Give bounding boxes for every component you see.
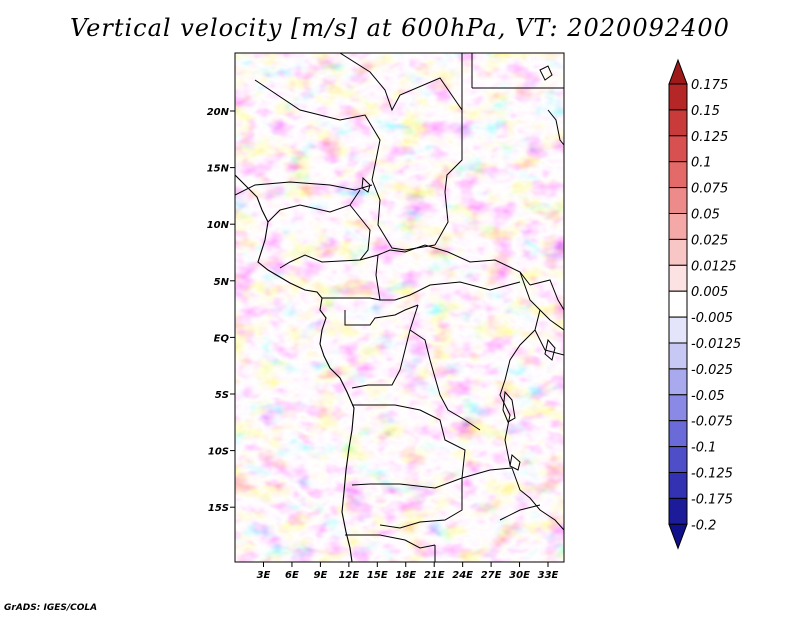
colorbar-label: 0.025 xyxy=(691,233,728,248)
colorbar-swatch xyxy=(668,420,688,448)
colorbar-label: -0.005 xyxy=(691,311,733,326)
lon-tick-label: 24E xyxy=(452,570,473,581)
colorbar-swatch xyxy=(668,368,688,396)
colorbar-label: -0.075 xyxy=(691,415,733,430)
lat-tick-label: EQ xyxy=(214,333,230,344)
colorbar-label: -0.1 xyxy=(691,441,716,456)
lon-tick-label: 15E xyxy=(367,570,388,581)
longitude-axis: 3E 6E 9E 12E 15E 18E 21E 24E 27E 30E 33E xyxy=(257,562,559,581)
lon-tick-label: 30E xyxy=(509,570,530,581)
colorbar-swatch xyxy=(668,394,688,422)
lat-tick-label: 10N xyxy=(207,220,230,231)
colorbar-bottom-arrow xyxy=(668,523,688,550)
grads-credit: GrADS: IGES/COLA xyxy=(4,603,98,613)
colorbar-swatch xyxy=(668,497,688,525)
colorbar-label: 0.005 xyxy=(691,285,728,300)
colorbar-label: -0.0125 xyxy=(691,337,741,352)
colorbar-swatch xyxy=(668,264,688,292)
colorbar-swatch xyxy=(668,342,688,370)
colorbar-swatch xyxy=(668,161,688,189)
colorbar-swatch xyxy=(668,238,688,266)
lon-tick-label: 21E xyxy=(424,570,445,581)
colorbar-label: -0.125 xyxy=(691,467,733,482)
lat-tick-label: 5S xyxy=(215,390,229,401)
lon-tick-label: 9E xyxy=(314,570,328,581)
colorbar-swatch xyxy=(668,187,688,215)
colorbar-swatch xyxy=(668,109,688,137)
lat-tick-label: 15S xyxy=(208,503,229,514)
colorbar-swatch xyxy=(668,316,688,344)
velocity-field xyxy=(235,53,564,562)
lat-tick-label: 10S xyxy=(208,447,229,458)
colorbar-label: -0.05 xyxy=(691,389,725,404)
colorbar-label: -0.175 xyxy=(691,492,733,507)
colorbar-label: 0.175 xyxy=(691,78,728,93)
colorbar-swatch xyxy=(668,472,688,499)
latitude-axis: 20N 15N 10N 5N EQ 5S 10S 15S xyxy=(207,107,235,514)
colorbar: 0.175 0.15 0.125 0.1 0.075 0.05 0.025 0.0125 0.0… xyxy=(668,58,741,550)
colorbar-label: 0.075 xyxy=(691,182,728,197)
lon-tick-label: 27E xyxy=(481,570,502,581)
colorbar-top-arrow xyxy=(668,58,688,85)
lat-tick-label: 20N xyxy=(207,107,230,118)
colorbar-swatch xyxy=(668,446,688,474)
colorbar-swatch xyxy=(668,83,688,111)
lon-tick-label: 12E xyxy=(338,570,359,581)
colorbar-label: 0.05 xyxy=(691,208,720,223)
lon-tick-label: 18E xyxy=(395,570,416,581)
colorbar-label: -0.2 xyxy=(691,518,716,533)
map-frame xyxy=(234,52,565,563)
lon-tick-label: 33E xyxy=(538,570,559,581)
colorbar-swatch xyxy=(668,135,688,163)
lon-tick-label: 6E xyxy=(285,570,299,581)
colorbar-label: 0.1 xyxy=(691,156,712,171)
colorbar-swatch xyxy=(668,213,688,240)
colorbar-label: -0.025 xyxy=(691,363,733,378)
map-title: Vertical velocity [m/s] at 600hPa, VT: 2… xyxy=(70,14,730,42)
colorbar-label: 0.15 xyxy=(691,104,720,119)
lat-tick-label: 15N xyxy=(207,164,230,175)
colorbar-label: 0.125 xyxy=(691,130,728,145)
colorbar-label: 0.0125 xyxy=(691,259,737,274)
colorbar-swatch xyxy=(668,290,688,318)
country-borders xyxy=(235,53,564,562)
lat-tick-label: 5N xyxy=(214,277,230,288)
lon-tick-label: 3E xyxy=(257,570,271,581)
